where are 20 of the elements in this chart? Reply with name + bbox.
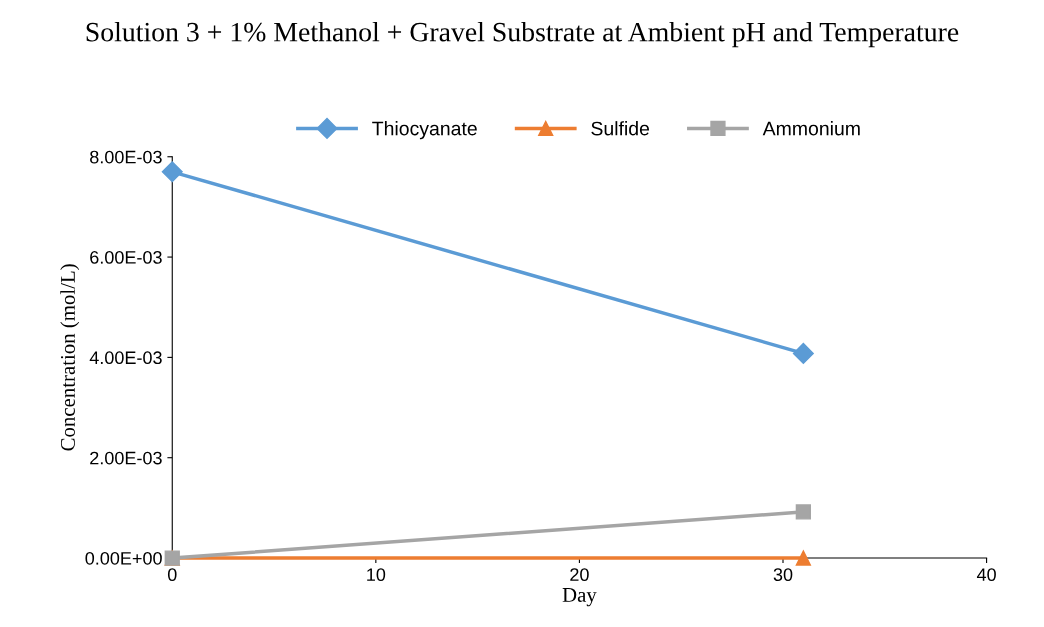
point (795, 550, 811, 566)
y-tick-label: 4.00E-03 (89, 351, 162, 365)
point (792, 342, 814, 364)
chart-title: Solution 3 + 1% Methanol + Gravel Substrate at Ambient pH and Temperature (86, 21, 959, 48)
x-tick-label: 20 (570, 568, 589, 582)
y-tick-label: 6.00E-03 (90, 251, 162, 264)
x-tick-label: 0 (167, 568, 177, 582)
x-tick-label: 10 (367, 568, 386, 582)
point (161, 161, 183, 183)
legend-label: Thiocyanate (372, 121, 477, 140)
y-tick-label: 8.00E-03 (90, 150, 162, 164)
y-tick-label: 2.00E-03 (90, 451, 162, 465)
y-tick-label: 0.00E+00 (85, 551, 162, 565)
legend-label: Sulfide (591, 121, 650, 136)
point (795, 504, 811, 520)
x-tick-label: 30 (773, 568, 793, 582)
x-axis-title: Day (562, 588, 597, 607)
x-tick-label: 40 (976, 568, 996, 582)
y-axis-title: Concentration (mol/L) (60, 264, 80, 451)
legend-label: Ammonium (762, 121, 860, 136)
